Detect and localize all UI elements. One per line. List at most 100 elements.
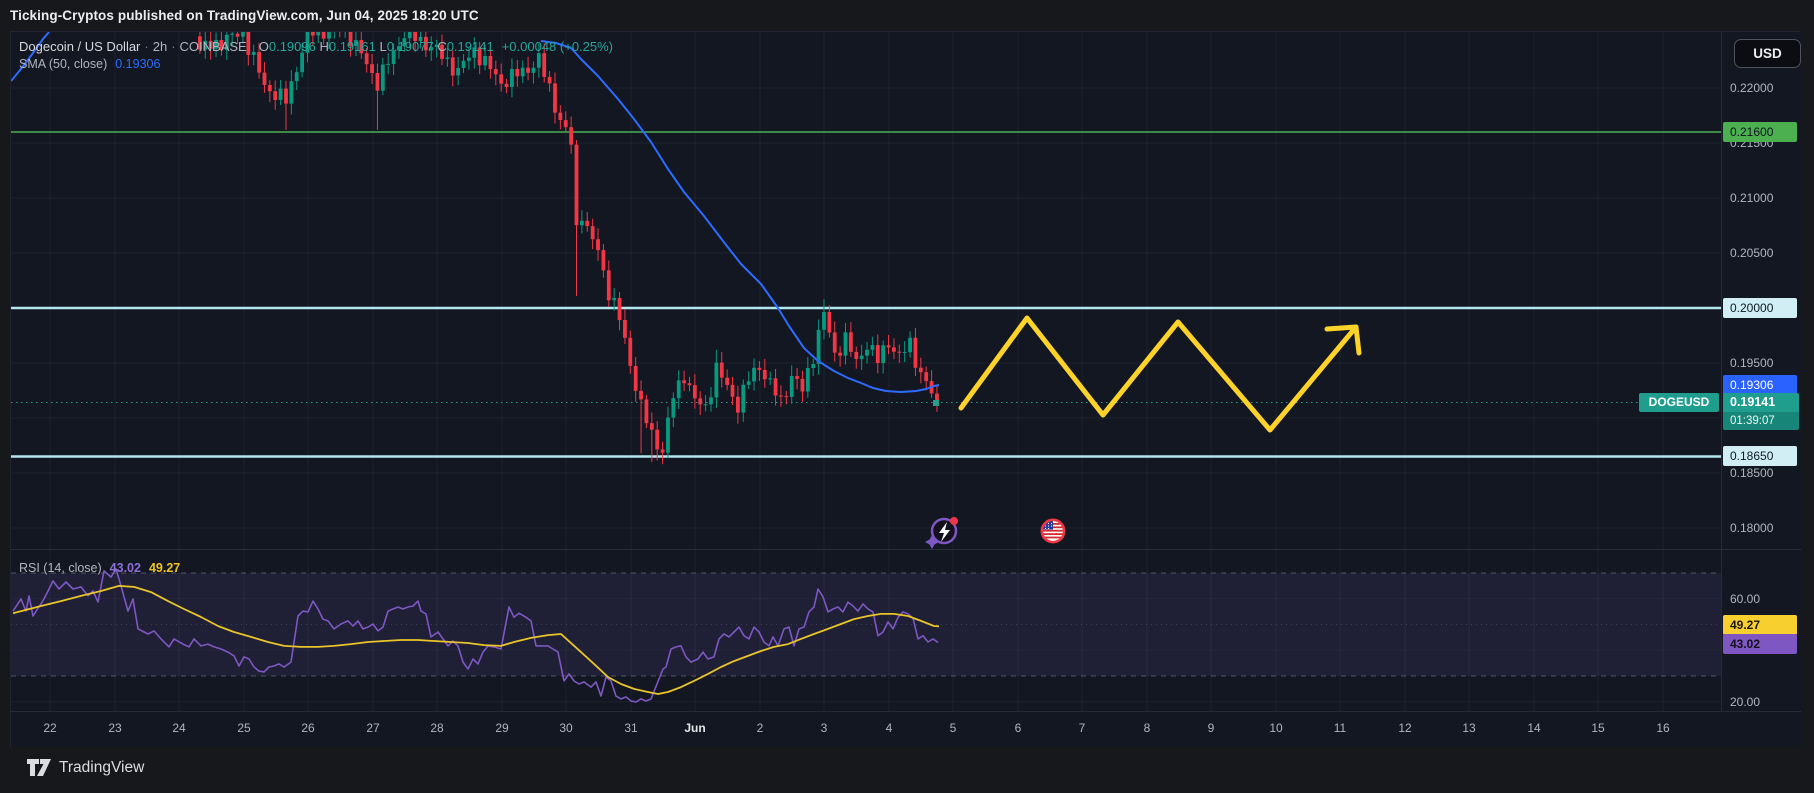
candle-body: [859, 355, 864, 360]
candle-body: [897, 351, 902, 353]
sma-value: 0.19306: [115, 57, 161, 71]
candle-body: [789, 376, 794, 397]
price-axis-tick: 0.20500: [1730, 246, 1774, 260]
candle-body: [709, 397, 713, 405]
time-axis-label: 26: [301, 721, 315, 735]
us-flag-event-icon[interactable]: [1040, 518, 1066, 544]
candle-body: [579, 220, 584, 226]
candle-body: [779, 395, 783, 397]
candle-body: [692, 385, 697, 399]
candle-body: [805, 368, 810, 392]
tradingview-logo-icon: [27, 759, 51, 776]
candle-body: [746, 381, 751, 385]
projection-arrow-head: [1324, 324, 1359, 332]
time-axis-label: 2: [756, 721, 764, 735]
candle-body: [843, 332, 848, 356]
candle-body: [612, 298, 617, 301]
candle-body: [289, 81, 294, 104]
ohlc-value: 0.19077: [386, 39, 434, 54]
candle-body: [488, 56, 493, 70]
symbol-legend: Dogecoin / US Dollar · 2h · COINBASE O0.19096…: [19, 39, 614, 54]
candle-body: [327, 32, 331, 39]
candle-body: [617, 298, 622, 321]
candle-body: [902, 352, 907, 353]
candle-body: [493, 69, 498, 75]
candle-body: [294, 72, 299, 82]
candle-body: [504, 83, 509, 87]
chart-plot-area[interactable]: Dogecoin / US Dollar · 2h · COINBASE O0.19096…: [11, 32, 1721, 711]
candle-body: [886, 345, 891, 348]
time-axis-label: 24: [172, 721, 186, 735]
time-axis-label: 28: [430, 721, 444, 735]
candle-body: [348, 32, 353, 46]
candle-body: [870, 345, 875, 350]
interval-label: 2h: [152, 39, 168, 54]
candle-body: [375, 73, 380, 91]
candle-body: [267, 85, 272, 92]
time-axis-label: 15: [1591, 721, 1605, 735]
candle-body: [359, 40, 364, 54]
candle-body: [310, 32, 315, 36]
candle-body: [784, 396, 789, 398]
candle-body: [257, 51, 261, 73]
candle-body: [397, 46, 401, 51]
candle-body: [520, 67, 525, 77]
price-axis[interactable]: 0.22000 0.21500 0.21000 0.20500 0.19500 0.185…: [1721, 32, 1801, 711]
candle-body: [278, 88, 283, 100]
time-axis-label: 10: [1269, 721, 1283, 735]
time-axis-label: 6: [1014, 721, 1022, 735]
candle-body: [456, 68, 461, 76]
candle-body: [666, 417, 670, 453]
candle-body: [235, 33, 240, 37]
last-price-marker: [933, 400, 939, 406]
key-event-icon[interactable]: [925, 517, 958, 549]
candle-body: [752, 367, 756, 382]
candle-body: [601, 250, 606, 271]
candle-body: [655, 429, 660, 450]
candle-body: [300, 52, 305, 73]
candlestick-series: [198, 32, 939, 465]
time-axis-label: 3: [820, 721, 828, 735]
candle-body: [822, 312, 826, 330]
candle-body: [305, 32, 310, 53]
rsi-ma-value: 49.27: [148, 561, 181, 575]
price-axis-tick: 0.18000: [1730, 521, 1774, 535]
candle-body: [526, 67, 530, 73]
candle-body: [585, 220, 590, 227]
tradingview-logo[interactable]: TradingView: [26, 757, 144, 778]
candle-body: [563, 120, 568, 128]
price-level-label: 43.02: [1723, 634, 1797, 654]
pane-divider[interactable]: [11, 549, 1801, 550]
candle-body: [698, 398, 703, 405]
ohlc-key: C: [433, 39, 447, 54]
time-axis-label: 27: [366, 721, 380, 735]
projection-zigzag-arrow[interactable]: [958, 315, 1359, 433]
price-axis-tick: 20.00: [1730, 695, 1761, 709]
time-axis-label: 7: [1078, 721, 1086, 735]
candle-body: [262, 72, 267, 85]
ohlc-key: H: [315, 39, 329, 54]
candle-body: [671, 398, 676, 418]
time-axis-label: 11: [1333, 721, 1347, 735]
candle-body: [224, 34, 229, 50]
candle-body: [848, 332, 853, 352]
candle-body: [214, 40, 218, 49]
candle-body: [924, 372, 929, 382]
candle-body: [407, 32, 412, 39]
candle-body: [440, 44, 444, 59]
time-axis[interactable]: 22 23 24 25 26 27 28 29 30 31 Jun 2 3 4 5 6 7 8 9 10 11 12 13 1…: [11, 711, 1801, 747]
attribution-text: Ticking-Cryptos published on TradingView…: [10, 8, 479, 23]
candle-body: [736, 396, 740, 413]
candle-body: [682, 380, 686, 384]
chart-canvas[interactable]: [11, 32, 1721, 711]
candle-body: [445, 57, 450, 59]
candle-body: [714, 362, 719, 398]
candle-body: [472, 47, 477, 58]
price-level-label: 0.19306: [1723, 375, 1797, 395]
price-axis-tick: 60.00: [1730, 592, 1761, 606]
candle-body: [725, 377, 730, 385]
currency-toggle-button[interactable]: USD: [1734, 39, 1801, 68]
price-axis-tick: 0.21000: [1730, 191, 1774, 205]
candle-body: [208, 40, 213, 49]
rsi-value: 43.02: [109, 561, 141, 575]
